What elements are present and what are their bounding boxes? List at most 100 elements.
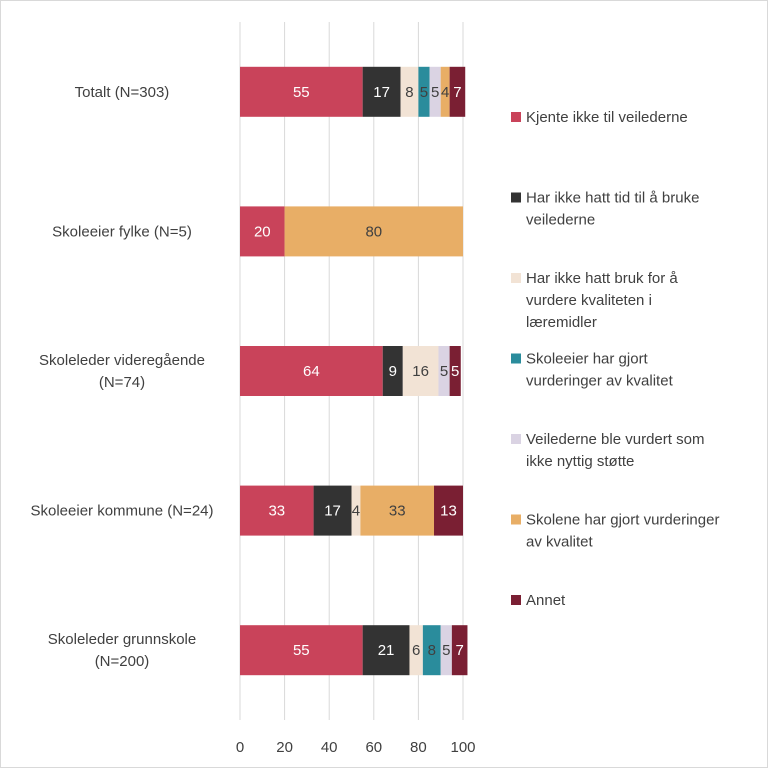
legend-label-line: Skoleeier har gjort (526, 351, 649, 368)
legend-label: Annet (526, 592, 566, 609)
data-label: 8 (428, 642, 436, 659)
data-label: 80 (365, 223, 382, 240)
bar-segment (284, 206, 463, 257)
legend-label-line: vurdere kvaliteten i (526, 292, 652, 309)
x-tick-label: 60 (365, 739, 382, 756)
legend-label: Veilederne ble vurdert som ikke nyttig st… (526, 431, 704, 470)
legend-label-line: Har ikke hatt tid til å bruke (526, 190, 699, 207)
legend-label: Kjente ikke til veilederne (526, 109, 688, 126)
bar-segment (451, 625, 468, 676)
category-label-line: Totalt (N=303) (75, 84, 170, 101)
bar-segment (422, 625, 441, 676)
bar-segment (449, 346, 461, 396)
data-label: 5 (451, 363, 459, 380)
bar-segment (440, 66, 450, 117)
bar-segment (240, 346, 383, 396)
legend-label: Har ikke hatt bruk for å vurdere kvalitet… (526, 270, 678, 331)
category-label-line: Skoleeier fylke (N=5) (52, 223, 192, 240)
data-label: 64 (303, 363, 320, 380)
bar-segment (400, 66, 419, 117)
legend-label-line: Veilederne ble vurdert som (526, 431, 704, 448)
legend-label-line: Har ikke hatt bruk for å (526, 270, 678, 287)
data-label: 55 (293, 642, 310, 659)
data-label: 8 (405, 84, 413, 101)
data-label: 5 (440, 363, 448, 380)
data-label: 4 (441, 84, 449, 101)
bar-segment (449, 66, 466, 117)
data-label: 7 (455, 642, 463, 659)
data-label: 16 (412, 363, 429, 380)
x-tick-label: 80 (410, 739, 427, 756)
legend-label-line: Kjente ikke til veilederne (526, 109, 688, 126)
legend-label-line: Annet (526, 592, 566, 609)
legend-swatch (511, 514, 521, 525)
legend-label-line: vurderinger av kvalitet (526, 373, 674, 390)
category-label-line: Skoleleder videregående (39, 352, 205, 369)
legend-label-line: læremidler (526, 314, 597, 331)
legend-label: Skoleeier har gjort vurderinger av kvalit… (526, 351, 674, 390)
bar-segment (360, 485, 435, 536)
legend: Kjente ikke til veilederne Har ikke hatt … (511, 109, 719, 609)
data-label: 6 (412, 642, 420, 659)
legend-swatch (511, 434, 521, 444)
bar-segment (382, 346, 403, 396)
category-label: Skoleeier kommune (N=24) (31, 503, 214, 520)
bar-segment (440, 625, 452, 676)
bar-segment (418, 66, 430, 117)
legend-label-line: Skolene har gjort vurderinger (526, 512, 719, 529)
legend-swatch (511, 353, 521, 364)
bar-segment (240, 625, 363, 676)
bar-segment (362, 625, 410, 676)
bar-segment (240, 206, 285, 257)
data-label: 5 (431, 84, 439, 101)
legend-swatch (511, 273, 521, 283)
gridlines (239, 22, 464, 720)
bar-segment (313, 485, 352, 536)
x-tick-label: 100 (450, 739, 475, 756)
category-labels: Totalt (N=303) Skoleeier fylke (N=5) Skole… (31, 84, 214, 670)
category-label: Skoleleder videregående (N=74) (39, 352, 205, 391)
x-tick-label: 20 (276, 739, 293, 756)
category-label-line: (N=74) (99, 374, 145, 391)
bar-segment (362, 66, 401, 117)
data-label: 33 (268, 503, 285, 520)
legend-swatch (511, 192, 521, 203)
category-label-line: Skoleleder grunnskole (48, 631, 196, 648)
bar-segment (402, 346, 439, 396)
bar-segment (409, 625, 423, 676)
bar-segment (240, 66, 363, 117)
x-tick-label: 0 (236, 739, 244, 756)
category-label: Skoleleder grunnskole (N=200) (48, 631, 196, 670)
legend-label: Skolene har gjort vurderinger av kvalitet (526, 512, 719, 551)
legend-label-line: av kvalitet (526, 534, 594, 551)
data-label: 33 (389, 503, 406, 520)
bar-segment (240, 485, 314, 536)
data-label: 55 (293, 84, 310, 101)
bar-segment (438, 346, 450, 396)
legend-label-line: veilederne (526, 212, 595, 229)
data-label: 7 (453, 84, 461, 101)
category-label-line: Skoleeier kommune (N=24) (31, 503, 214, 520)
bar-segment (351, 485, 361, 536)
data-label: 17 (373, 84, 390, 101)
category-label: Totalt (N=303) (75, 84, 170, 101)
data-label: 20 (254, 223, 271, 240)
bar-segment (434, 485, 463, 536)
category-label-line: (N=200) (95, 653, 150, 670)
data-label: 17 (324, 503, 341, 520)
data-label: 4 (352, 503, 360, 520)
x-tick-label: 40 (321, 739, 338, 756)
x-tick-labels: 0 20 40 60 80 100 (236, 739, 476, 756)
category-label: Skoleeier fylke (N=5) (52, 223, 192, 240)
legend-swatch (511, 595, 521, 605)
data-label: 9 (389, 363, 397, 380)
legend-label: Har ikke hatt tid til å bruke veilederne (526, 190, 699, 229)
data-label: 21 (378, 642, 395, 659)
legend-label-line: ikke nyttig støtte (526, 453, 634, 470)
data-label: 5 (442, 642, 450, 659)
bar-segment (429, 66, 441, 117)
legend-swatch (511, 112, 521, 122)
